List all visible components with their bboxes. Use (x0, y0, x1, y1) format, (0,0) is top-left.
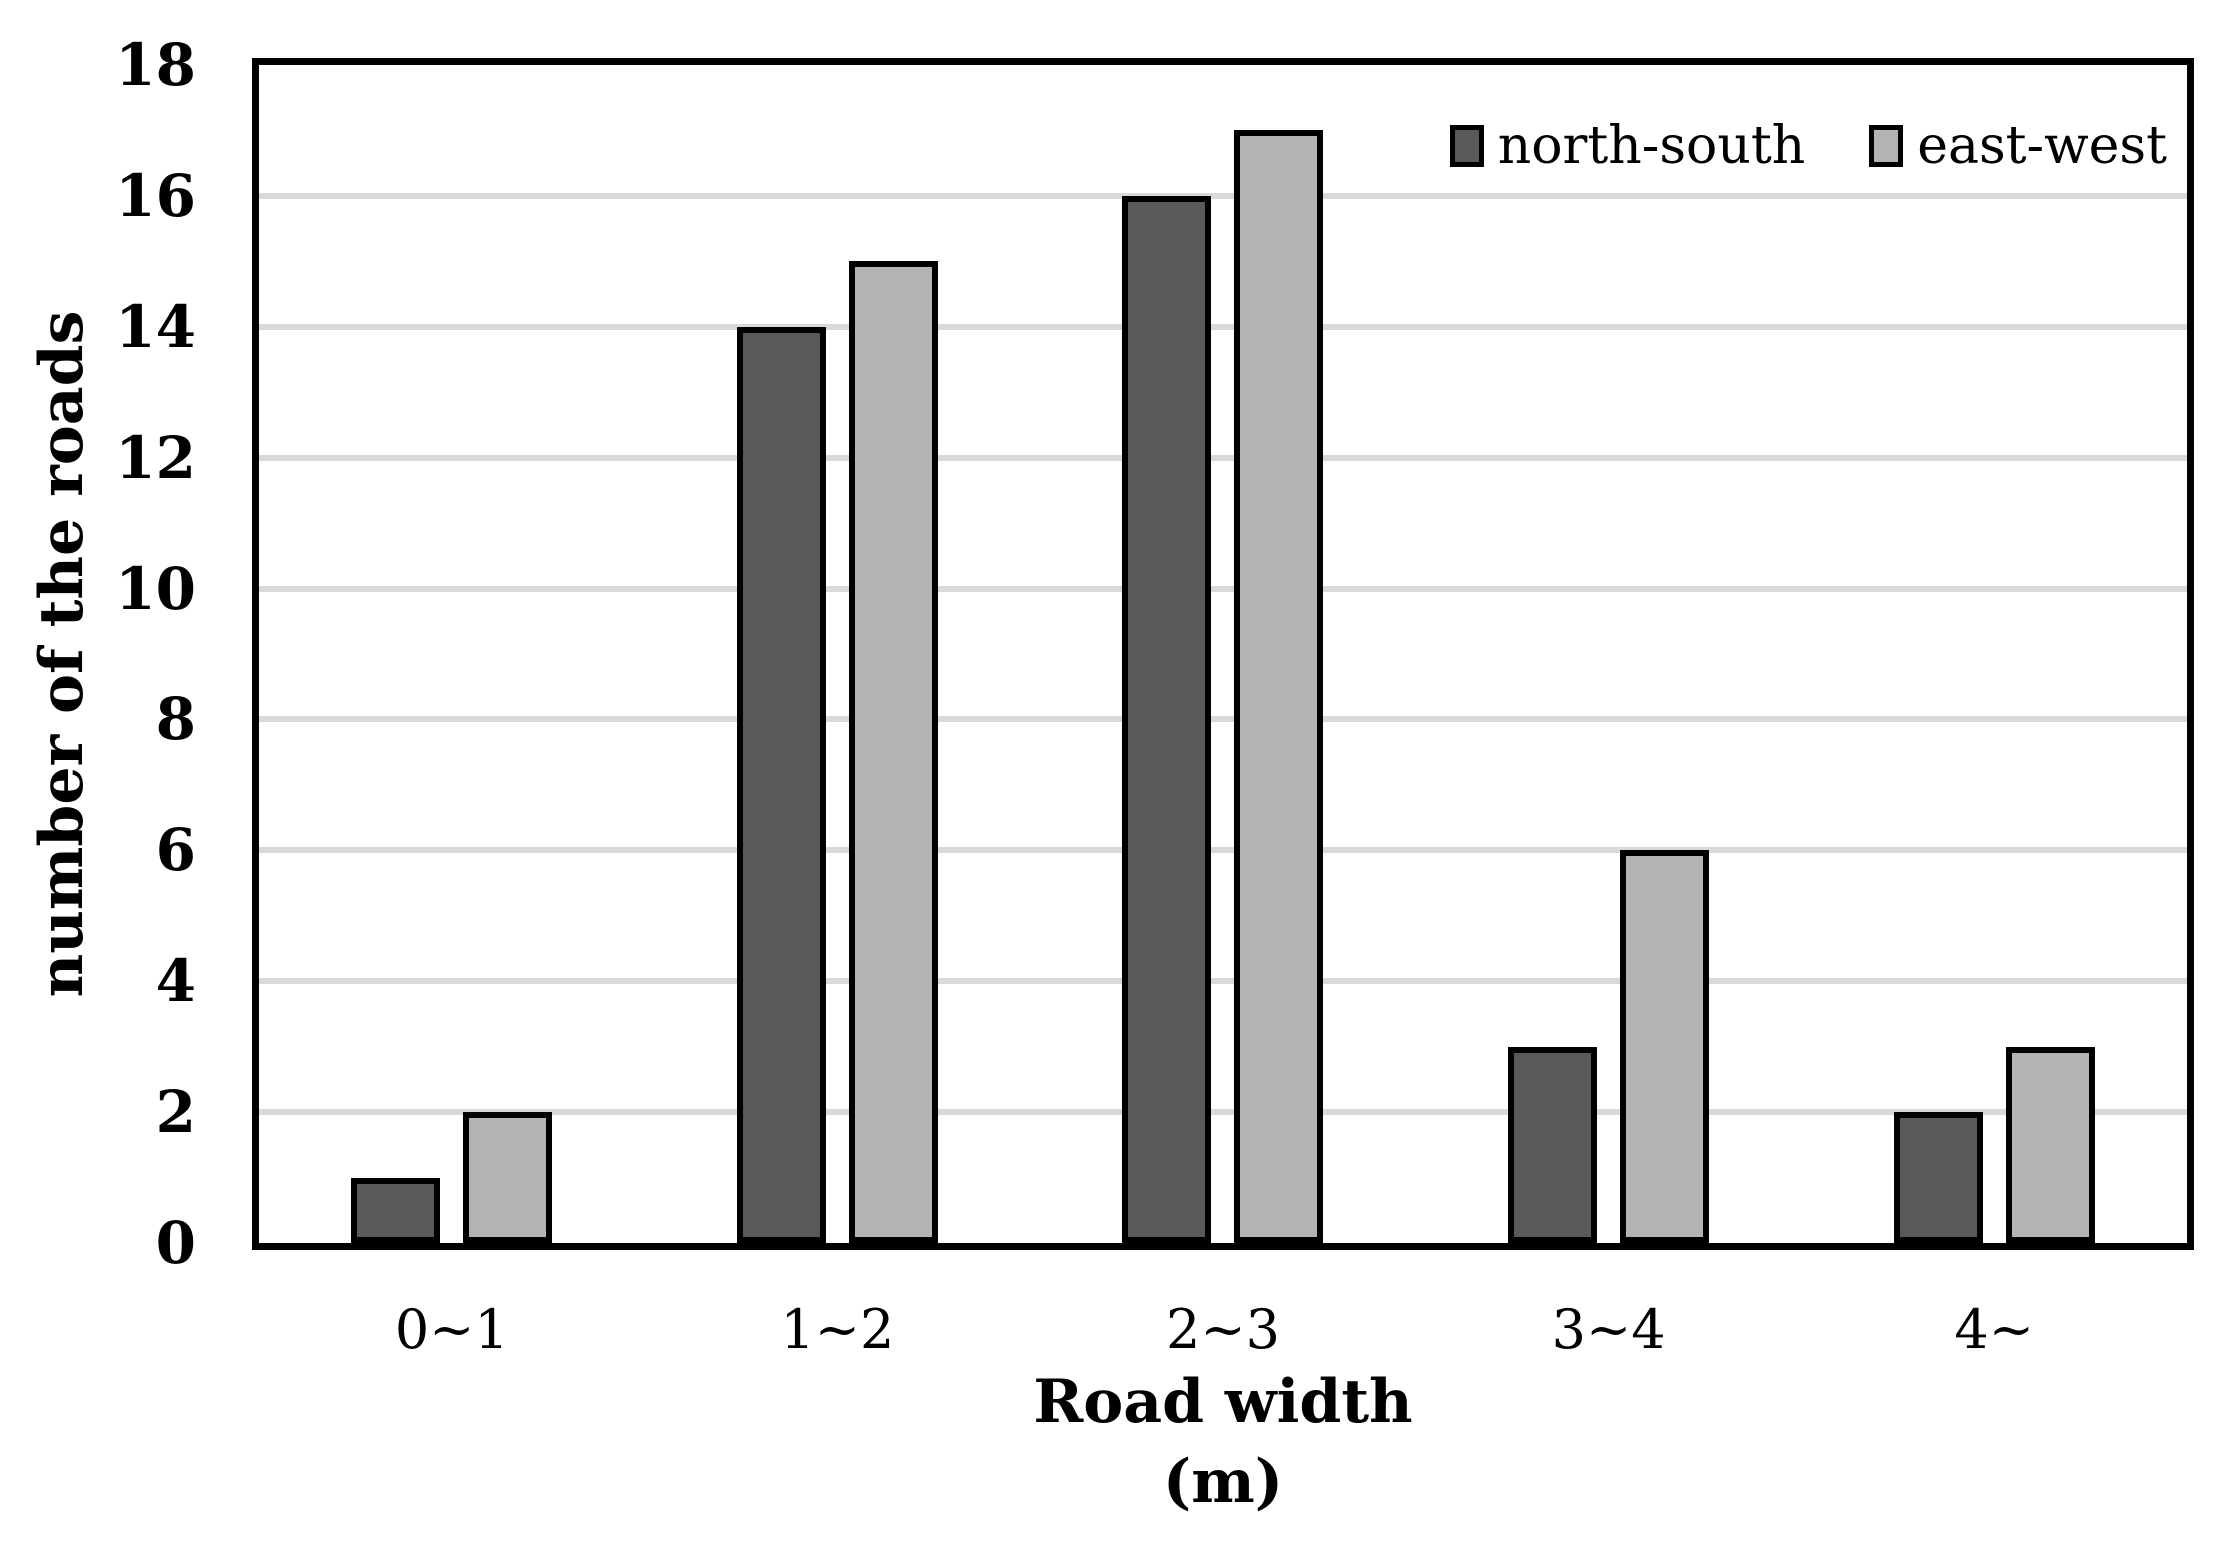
bar-group-0~1 (259, 65, 645, 1243)
y-tick-label-0: 0 (155, 1209, 196, 1277)
gridline-6 (259, 847, 2187, 854)
bar-north-south-1~2 (736, 326, 826, 1243)
bar-east-west-4~ (2005, 1046, 2095, 1243)
gridline-10 (259, 585, 2187, 592)
y-tick-label-12: 12 (115, 423, 196, 492)
x-tick-label-3~4: 3~4 (1551, 1298, 1666, 1361)
bar-east-west-1~2 (848, 261, 938, 1243)
bar-group-4~ (1801, 65, 2187, 1243)
bar-groups (259, 65, 2187, 1243)
bar-north-south-2~3 (1122, 195, 1212, 1243)
x-tick-label-0~1: 0~1 (394, 1298, 509, 1361)
gridline-4 (259, 978, 2187, 985)
y-tick-label-10: 10 (115, 554, 196, 623)
gridline-16 (259, 192, 2187, 199)
y-tick-label-16: 16 (115, 161, 196, 230)
x-axis-tick-labels: 0~1 1~2 2~3 3~4 4~ (259, 1303, 2187, 1357)
y-tick-label-18: 18 (115, 31, 196, 99)
y-tick-label-6: 6 (155, 816, 196, 885)
bar-group-3~4 (1416, 65, 1802, 1243)
legend-item-north-south: north-south (1449, 116, 1806, 176)
plot-area: north-south east-west (252, 58, 2194, 1250)
y-tick-label-2: 2 (155, 1078, 196, 1147)
gridline-12 (259, 454, 2187, 461)
y-tick-label-4: 4 (155, 947, 196, 1016)
legend-item-east-west: east-west (1869, 120, 2167, 172)
bar-east-west-0~1 (463, 1112, 553, 1243)
gridline-2 (259, 1109, 2187, 1116)
y-tick-label-8: 8 (155, 685, 196, 754)
bar-east-west-3~4 (1620, 850, 1710, 1243)
x-tick-label-4~: 4~ (1954, 1298, 2034, 1361)
legend-swatch-north-south-icon (1449, 125, 1484, 167)
gridlines (259, 65, 2187, 1243)
bar-north-south-4~ (1893, 1112, 1983, 1243)
bar-north-south-3~4 (1508, 1046, 1598, 1243)
legend: north-south east-west (1449, 116, 2167, 176)
bar-north-south-0~1 (351, 1177, 441, 1243)
bar-group-2~3 (1030, 65, 1416, 1243)
x-axis-title: Road width (1033, 1367, 1413, 1437)
x-tick-label-2~3: 2~3 (1166, 1298, 1280, 1361)
bar-group-1~2 (645, 65, 1031, 1243)
x-axis-unit: (m) (1162, 1447, 1284, 1517)
y-tick-label-14: 14 (115, 292, 196, 361)
bar-east-west-2~3 (1234, 130, 1324, 1243)
gridline-14 (259, 323, 2187, 330)
y-axis-tick-labels: 0 2 4 6 8 10 12 14 16 18 (0, 36, 196, 1272)
legend-label-east-west: east-west (1917, 116, 2167, 176)
legend-swatch-east-west-icon (1869, 125, 1904, 167)
x-tick-label-1~2: 1~2 (780, 1298, 895, 1361)
legend-label-north-south: north-south (1497, 116, 1806, 176)
gridline-8 (259, 716, 2187, 723)
